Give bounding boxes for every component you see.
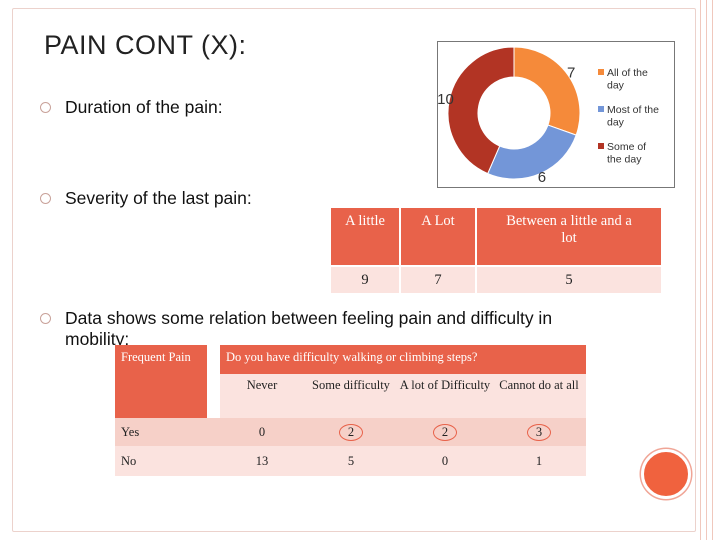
severity-header: A little: [331, 208, 400, 266]
circled-value: 2: [433, 423, 457, 441]
table-cell: 5: [304, 446, 398, 476]
table-cell: 2: [398, 418, 492, 446]
column-header: Never: [220, 374, 304, 418]
severity-value: 9: [331, 265, 400, 293]
bullet-text: Severity of the last pain:: [65, 188, 252, 208]
legend-swatch: [598, 69, 604, 75]
duration-chart: 7 6 10 All of the day Most of the day Some of th…: [437, 41, 675, 188]
bullet-text: Duration of the pain:: [65, 97, 223, 117]
legend-swatch: [598, 106, 604, 112]
donut-chart: 7 6 10 All of the day Most of the day Some of th…: [437, 46, 659, 186]
table-gap: [207, 345, 220, 374]
donut-slice-1: [487, 124, 577, 180]
severity-value: 7: [399, 265, 476, 293]
decorative-circle: [641, 449, 691, 499]
table-cell: 3: [492, 418, 586, 446]
legend-label: Some of the day: [607, 141, 646, 166]
bullet-text: Data shows some relation between feeling…: [65, 308, 553, 328]
table-cell: 0: [398, 446, 492, 476]
row-label: Yes: [115, 418, 207, 446]
decorative-line: [712, 0, 713, 540]
circled-value: 3: [527, 423, 551, 441]
legend-item: Some of the day: [598, 141, 646, 166]
data-label: 6: [538, 169, 546, 186]
column-header: Some difficulty: [304, 374, 398, 418]
slide-frame: [12, 8, 696, 532]
legend-label: All of the day: [607, 67, 648, 92]
table-gap: [207, 446, 220, 476]
table-cell: 2: [304, 418, 398, 446]
bullet-icon: [40, 193, 51, 204]
slide-title: PAIN CONT (X):: [44, 30, 247, 60]
severity-header: Between a little and a lot: [475, 208, 661, 266]
bullet-text-continued: mobility:: [65, 329, 130, 349]
legend-item: All of the day: [598, 67, 648, 92]
table-gap: [207, 374, 220, 418]
severity-value: 5: [475, 265, 661, 293]
table-cell: 13: [220, 446, 304, 476]
decorative-line: [700, 0, 701, 540]
severity-table: A little A Lot Between a little and a lot…: [331, 208, 661, 293]
table-cell: 1: [492, 446, 586, 476]
legend-label: Most of the day: [607, 104, 659, 129]
column-header: Cannot do at all: [492, 374, 586, 418]
bullet-icon: [40, 313, 51, 324]
table-gap: [207, 418, 220, 446]
legend-item: Most of the day: [598, 104, 659, 129]
donut-slice-0: [513, 46, 581, 136]
legend-swatch: [598, 143, 604, 149]
severity-header: A Lot: [399, 208, 476, 266]
mobility-corner-header: Frequent Pain: [115, 345, 207, 418]
mobility-question-header: Do you have difficulty walking or climbi…: [220, 345, 586, 374]
mobility-table: Frequent Pain Do you have difficulty wal…: [115, 345, 586, 476]
data-label: 10: [438, 91, 454, 108]
column-header: A lot of Difficulty: [398, 374, 492, 418]
donut-slice-2: [447, 46, 515, 175]
decorative-line: [706, 0, 707, 540]
circled-value: 2: [339, 423, 363, 441]
table-cell: 0: [220, 418, 304, 446]
data-label: 7: [567, 65, 575, 82]
row-label: No: [115, 446, 207, 476]
bullet-icon: [40, 102, 51, 113]
